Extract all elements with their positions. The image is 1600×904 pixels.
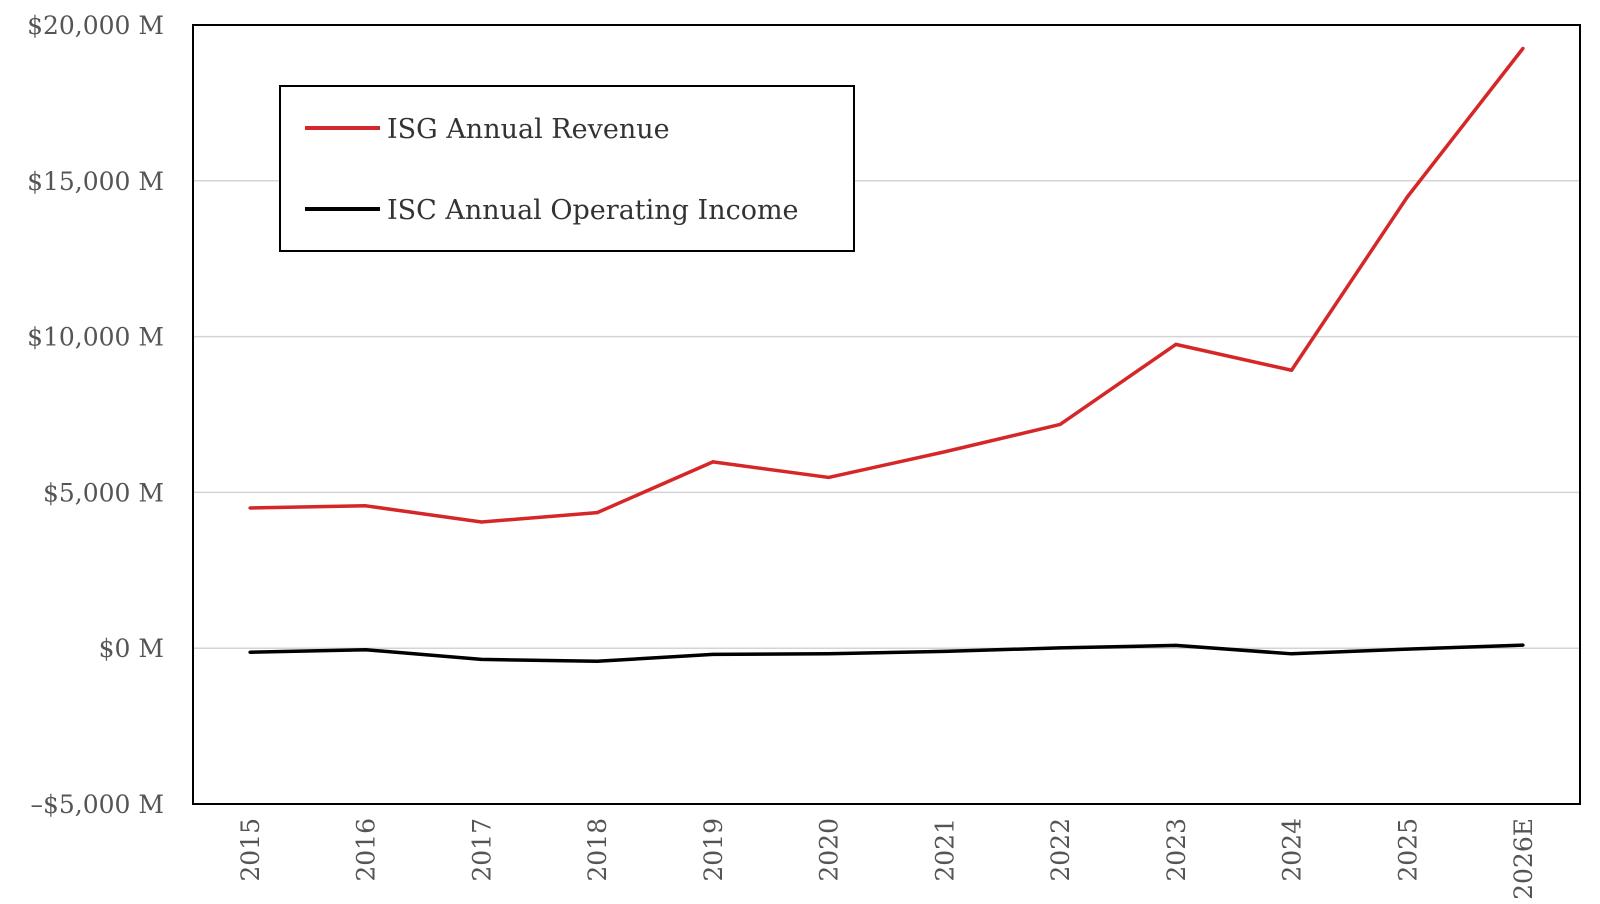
x-tick-label: 2017 xyxy=(467,818,496,882)
data-point xyxy=(942,649,946,653)
series-line-1 xyxy=(249,643,1524,664)
x-tick-label: 2020 xyxy=(815,818,844,882)
x-tick-label: 2018 xyxy=(583,818,612,882)
data-point xyxy=(711,652,715,657)
data-point xyxy=(1405,195,1409,199)
data-point xyxy=(595,511,599,515)
data-point xyxy=(479,520,484,524)
y-tick-label: $15,000 M xyxy=(27,167,164,196)
data-point xyxy=(595,659,599,663)
data-point xyxy=(364,648,368,652)
x-tick-label: 2022 xyxy=(1046,818,1075,882)
series-line-0 xyxy=(249,47,1525,524)
x-tick-label: 2021 xyxy=(930,818,959,882)
data-point xyxy=(827,475,831,480)
legend-label: ISC Annual Operating Income xyxy=(387,195,799,226)
data-point xyxy=(248,506,252,510)
data-point xyxy=(827,652,831,656)
legend: ISG Annual Revenue ISC Annual Operating I… xyxy=(279,85,855,252)
data-point xyxy=(942,450,946,454)
y-tick-label: –$5,000 M xyxy=(30,790,164,819)
y-tick-label: $20,000 M xyxy=(27,11,164,40)
data-point xyxy=(1521,643,1525,647)
legend-box xyxy=(279,85,855,252)
data-point xyxy=(1058,646,1062,650)
x-tick-label: 2015 xyxy=(236,818,265,882)
x-tick-label: 2024 xyxy=(1278,818,1307,882)
x-tick-label: 2016 xyxy=(352,818,381,882)
y-tick-label: $0 M xyxy=(99,634,164,663)
data-point xyxy=(1289,368,1294,372)
series-lines xyxy=(248,46,1525,664)
data-point xyxy=(1405,647,1409,651)
x-tick-label: 2019 xyxy=(699,818,728,882)
legend-label: ISG Annual Revenue xyxy=(387,114,670,145)
y-tick-label: $10,000 M xyxy=(27,323,164,352)
data-point xyxy=(364,504,368,508)
data-point xyxy=(1521,46,1525,50)
data-point xyxy=(479,657,484,662)
y-tick-label: $5,000 M xyxy=(43,478,164,507)
data-point xyxy=(1058,422,1062,427)
x-tick-label: 2025 xyxy=(1393,818,1422,882)
x-axis-ticks: 2015 2016 2017 2018 2019 2020 2021 2022 2023 2024… xyxy=(236,818,1538,900)
x-tick-label: 2026E xyxy=(1509,818,1538,900)
data-point xyxy=(711,460,715,464)
x-tick-label: 2023 xyxy=(1162,818,1191,882)
plot-frame xyxy=(192,24,1581,805)
data-point xyxy=(1174,342,1178,346)
y-axis-ticks: –$5,000 M $0 M $5,000 M $10,000 M $15,000 M $… xyxy=(27,11,164,819)
data-point xyxy=(248,650,252,654)
data-point xyxy=(1289,652,1294,656)
data-point xyxy=(1174,643,1178,647)
